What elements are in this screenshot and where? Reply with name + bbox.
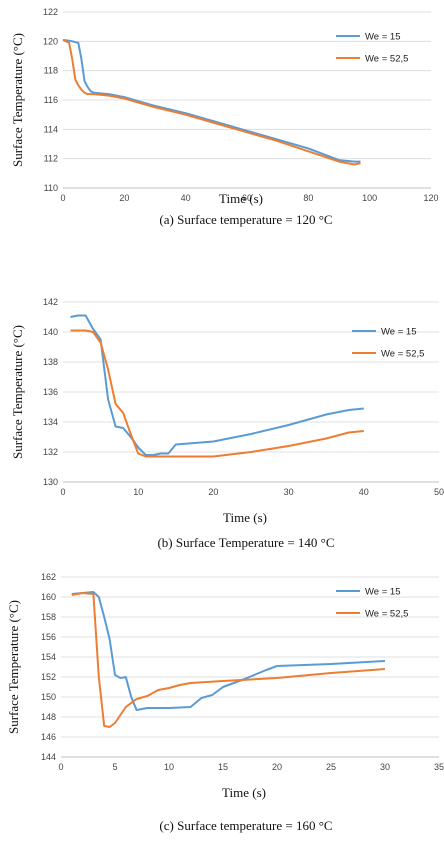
y-axis-label: Surface Temperature (°C) [10, 325, 25, 459]
legend-label-1: We = 15 [381, 327, 416, 338]
legend-label-1: We = 15 [365, 32, 400, 43]
y-tick-label: 116 [44, 95, 58, 105]
y-tick-label: 130 [43, 477, 58, 487]
y-axis-label: Surface Temperature (°C) [10, 33, 25, 167]
legend-label-2: We = 52,5 [381, 349, 424, 360]
y-tick-label: 112 [44, 154, 58, 164]
x-tick-label: 100 [362, 193, 377, 203]
chart-2: 130 132 134 136 138 140 142 0 10 20 30 40 50 We = 15 W… [10, 297, 444, 550]
legend-label-2: We = 52,5 [365, 54, 408, 65]
x-tick-label: 80 [303, 193, 313, 203]
series-line-2 [70, 329, 364, 458]
y-tick-label: 152 [41, 672, 56, 682]
series-line-2 [71, 592, 386, 728]
caption: (c) Surface temperature = 160 °C [159, 818, 332, 833]
y-tick-label: 142 [43, 297, 58, 307]
x-tick-label: 30 [284, 487, 294, 497]
x-tick-label: 40 [181, 193, 191, 203]
legend-label-2: We = 52,5 [365, 609, 408, 620]
y-tick-label: 136 [43, 387, 58, 397]
caption: (b) Surface Temperature = 140 °C [157, 535, 334, 550]
y-tick-label: 110 [44, 183, 58, 193]
x-tick-label: 0 [58, 762, 63, 772]
y-tick-label: 146 [41, 732, 56, 742]
x-tick-label: 0 [60, 487, 65, 497]
y-tick-label: 140 [43, 327, 58, 337]
y-tick-label: 158 [41, 612, 56, 622]
x-tick-label: 40 [359, 487, 369, 497]
legend-label-1: We = 15 [365, 587, 400, 598]
y-tick-label: 156 [41, 632, 56, 642]
chart-1: 110 112 114 116 118 120 122 0 20 40 60 80 100 120 We =… [10, 7, 439, 227]
y-axis-label: Surface Temperature (°C) [6, 600, 21, 734]
chart-3: 144 146 148 150 152 154 156 158 160 162 0 5 10 15 20 25… [6, 572, 444, 833]
x-tick-label: 35 [434, 762, 444, 772]
y-tick-label: 118 [44, 66, 58, 76]
y-tick-label: 138 [43, 357, 58, 367]
y-tick-label: 144 [41, 752, 56, 762]
x-tick-label: 10 [133, 487, 143, 497]
x-tick-label: 10 [164, 762, 174, 772]
x-axis-label: Time (s) [219, 191, 263, 206]
y-tick-label: 132 [43, 447, 58, 457]
series-line-1 [71, 591, 386, 711]
y-tick-label: 148 [41, 712, 56, 722]
x-tick-label: 25 [326, 762, 336, 772]
x-tick-label: 50 [434, 487, 444, 497]
caption: (a) Surface temperature = 120 °C [159, 212, 332, 227]
y-tick-label: 150 [41, 692, 56, 702]
y-tick-label: 114 [44, 124, 58, 134]
x-tick-label: 20 [119, 193, 129, 203]
y-tick-label: 122 [43, 7, 58, 17]
x-tick-label: 5 [112, 762, 117, 772]
x-tick-label: 60 [242, 193, 252, 203]
y-tick-label: 154 [41, 652, 56, 662]
y-tick-label: 134 [43, 417, 58, 427]
x-tick-label: 15 [218, 762, 228, 772]
x-axis-label: Time (s) [222, 785, 266, 800]
series-line-1 [70, 314, 364, 456]
x-tick-label: 20 [272, 762, 282, 772]
x-tick-label: 0 [60, 193, 65, 203]
y-tick-label: 120 [43, 36, 58, 46]
x-tick-label: 120 [423, 193, 438, 203]
series-line-1 [62, 38, 361, 163]
x-tick-label: 20 [208, 487, 218, 497]
y-tick-label: 160 [41, 592, 56, 602]
x-axis-label: Time (s) [223, 510, 267, 525]
x-tick-label: 30 [380, 762, 390, 772]
series-line-2 [62, 38, 361, 166]
y-tick-label: 162 [41, 572, 56, 582]
